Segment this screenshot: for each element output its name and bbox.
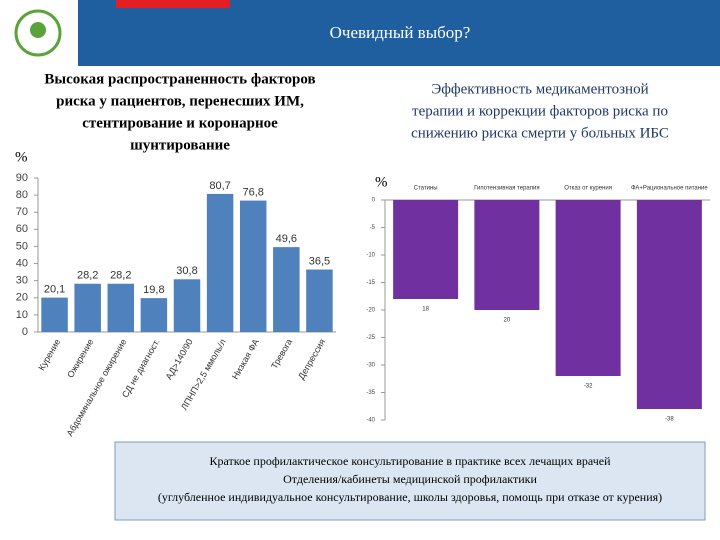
data-label: 76,8 — [243, 186, 264, 198]
data-label: 30,8 — [176, 265, 197, 277]
bar — [140, 298, 168, 332]
y-tick-label: 50 — [16, 240, 28, 252]
y-tick-label: -20 — [366, 308, 375, 314]
red-accent — [116, 0, 230, 8]
data-label: -38 — [665, 417, 674, 423]
y-tick-label: 70 — [16, 206, 28, 218]
bar — [206, 193, 234, 332]
bar — [107, 283, 135, 332]
y-tick-label: 30 — [16, 275, 28, 287]
data-label: -32 — [584, 384, 593, 390]
y-axis-label: % — [375, 174, 388, 190]
data-label: 28,2 — [77, 270, 98, 282]
y-tick-label: -25 — [366, 335, 375, 341]
slide-title: Очевидный выбор? — [330, 23, 471, 42]
y-tick-label: -40 — [366, 418, 375, 424]
x-tick-label: АД>140/90 — [164, 337, 195, 381]
bar — [474, 200, 540, 310]
logo-inner — [30, 22, 46, 38]
x-tick-label: Отказ от курения — [564, 186, 612, 192]
x-tick-label: Депрессия — [296, 337, 327, 381]
chart-heading: терапии и коррекции факторов риска по — [412, 103, 668, 119]
y-tick-label: 10 — [16, 309, 28, 321]
y-tick-label: -10 — [366, 253, 375, 259]
bar — [239, 200, 267, 332]
x-tick-label: ФА+Рациональное питание — [631, 186, 708, 192]
bar — [273, 247, 300, 332]
x-tick-label: Курение — [36, 337, 62, 372]
y-tick-label: 0 — [22, 326, 28, 338]
bar — [41, 297, 68, 332]
x-tick-label: Статины — [414, 186, 438, 192]
y-tick-label: 20 — [16, 292, 28, 304]
header-band — [0, 0, 720, 66]
y-tick-label: 0 — [372, 198, 376, 204]
data-label: 49,6 — [276, 233, 297, 245]
x-tick-label: Ожирение — [65, 337, 95, 379]
bar — [636, 200, 702, 409]
y-tick-label: -30 — [366, 363, 375, 369]
chart-heading: стентирование и коронарное — [82, 115, 278, 131]
chart-heading: снижению риска смерти у больных ИБС — [411, 125, 669, 141]
data-label: 28,2 — [110, 270, 131, 282]
bar — [173, 279, 201, 332]
y-tick-label: 60 — [16, 223, 28, 235]
box-line: Краткое профилактическое консультировани… — [209, 454, 611, 468]
x-tick-label: СД не диагност. — [120, 337, 162, 399]
x-tick-label: Абдоминальное ожирение — [65, 337, 129, 438]
data-label: 20,1 — [44, 284, 65, 296]
y-tick-label: 40 — [16, 257, 28, 269]
y-tick-label: -15 — [366, 280, 375, 286]
y-axis-label: % — [15, 149, 28, 165]
data-label: 19,8 — [143, 284, 164, 296]
chart-heading: шунтирование — [130, 137, 230, 153]
y-tick-label: -35 — [366, 390, 375, 396]
chart-heading: Эффективность медикаментозной — [431, 81, 648, 97]
bar — [306, 269, 333, 332]
bar — [74, 283, 101, 332]
box-line: (углубленное индивидуальное консультиров… — [158, 490, 662, 504]
info-box — [114, 441, 706, 521]
data-label: 20 — [504, 318, 511, 324]
x-tick-label: Низкая ФА — [230, 337, 261, 381]
chart-heading: риска у пациентов, перенесших ИМ, — [56, 93, 304, 109]
x-tick-label: Гипотензивная терапия — [474, 186, 539, 192]
data-label: 18 — [422, 307, 429, 313]
bar — [393, 200, 459, 299]
box-line: Отделения/кабинеты медицинской профилакт… — [283, 472, 537, 486]
y-tick-label: 80 — [16, 189, 28, 201]
data-label: 36,5 — [309, 255, 330, 267]
chart-heading: Высокая распространенность факторов — [44, 71, 315, 87]
y-tick-label: -5 — [370, 225, 376, 231]
data-label: 80,7 — [209, 180, 230, 192]
x-tick-label: Тревога — [269, 337, 294, 370]
y-tick-label: 90 — [16, 172, 28, 184]
bar — [555, 200, 621, 376]
logo — [14, 9, 62, 57]
